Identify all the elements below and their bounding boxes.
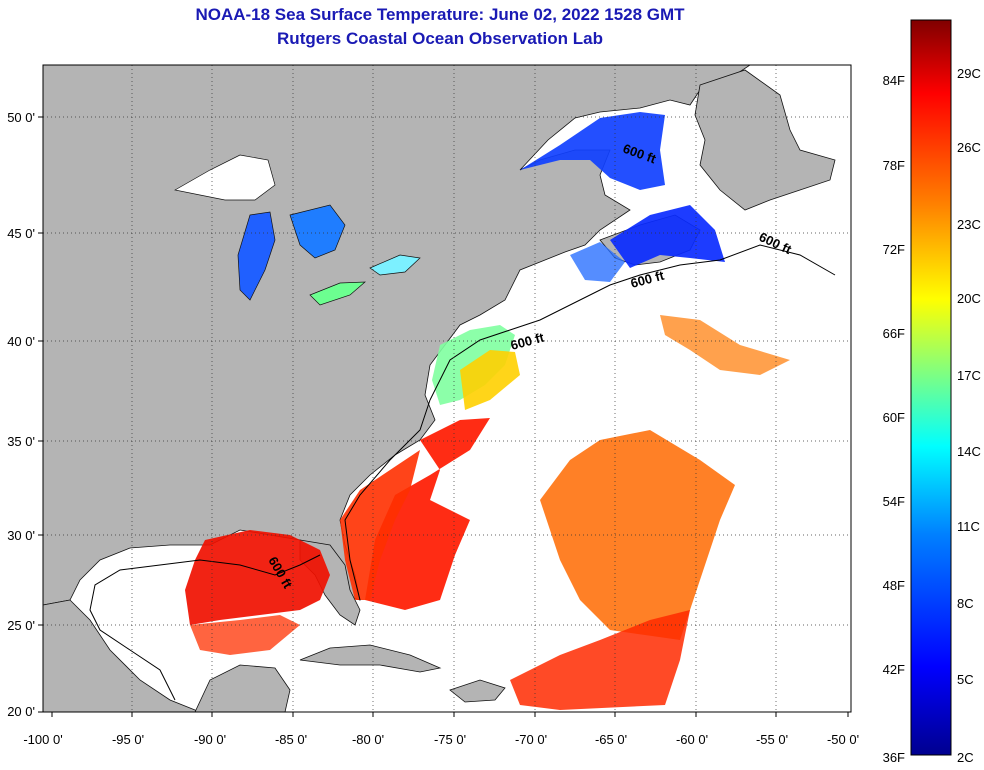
celsius-label: 2C	[957, 750, 974, 765]
lon-label: -90 0'	[194, 732, 226, 747]
fahrenheit-label: 72F	[883, 242, 905, 257]
lon-label: -100 0'	[23, 732, 62, 747]
mexico-landmass	[43, 599, 201, 712]
fahrenheit-label: 60F	[883, 410, 905, 425]
map-subtitle: Rutgers Coastal Ocean Observation Lab	[277, 29, 603, 48]
sst-gulf-st-lawrence	[520, 112, 665, 190]
sst-gulf-of-mexico-red	[185, 530, 330, 625]
lat-label: 35 0'	[7, 434, 35, 449]
celsius-label: 8C	[957, 596, 974, 611]
lake-ontario	[369, 254, 421, 276]
lat-label: 30 0'	[7, 528, 35, 543]
lon-label: -70 0'	[515, 732, 547, 747]
longitude-labels: -100 0' -95 0' -90 0' -85 0' -80 0' -75 …	[23, 732, 859, 747]
lon-label: -80 0'	[352, 732, 384, 747]
lon-label: -50 0'	[827, 732, 859, 747]
lake-michigan	[237, 211, 276, 301]
lat-label: 40 0'	[7, 334, 35, 349]
contour-600ft-gulf	[89, 554, 321, 701]
lat-label: 25 0'	[7, 618, 35, 633]
colorbar-f-labels: 84F 78F 72F 66F 60F 54F 48F 42F 36F	[883, 73, 905, 765]
yucatan-landmass	[194, 664, 291, 712]
lon-label: -85 0'	[275, 732, 307, 747]
sst-gulf-stream	[365, 418, 490, 610]
sst-cabot-strait	[610, 205, 725, 268]
colorbar-gradient	[910, 19, 952, 756]
cuba-landmass	[299, 644, 442, 673]
sst-mid-atlantic-warm	[460, 350, 520, 410]
lake-erie	[309, 281, 366, 306]
fahrenheit-label: 78F	[883, 158, 905, 173]
lake-huron	[289, 204, 346, 259]
lat-label: 50 0'	[7, 110, 35, 125]
map-title: NOAA-18 Sea Surface Temperature: June 02…	[195, 5, 685, 24]
fahrenheit-label: 66F	[883, 326, 905, 341]
celsius-label: 11C	[957, 519, 980, 534]
celsius-label: 29C	[957, 66, 981, 81]
lat-label: 45 0'	[7, 226, 35, 241]
latitude-labels: 50 0' 45 0' 40 0' 35 0' 30 0' 25 0' 20 0…	[7, 110, 35, 719]
sst-gulf-of-maine	[570, 242, 625, 282]
sst-southeast-coastal	[340, 450, 420, 600]
axis-ticks	[38, 116, 849, 717]
map-area: 600 ft 600 ft 600 ft 600 ft 600 ft	[43, 65, 851, 712]
newfoundland-landmass	[694, 69, 836, 211]
lon-label: -75 0'	[434, 732, 466, 747]
sst-sargasso-orange	[540, 430, 735, 640]
lon-label: -60 0'	[676, 732, 708, 747]
colorbar-c-labels: 29C 26C 23C 20C 17C 14C 11C 8C 5C 2C	[957, 66, 981, 765]
fahrenheit-label: 54F	[883, 494, 905, 509]
lat-label: 20 0'	[7, 704, 35, 719]
celsius-label: 20C	[957, 291, 981, 306]
fahrenheit-label: 42F	[883, 662, 905, 677]
contour-600ft-atlantic	[429, 244, 836, 401]
lon-label: -65 0'	[595, 732, 627, 747]
lon-label: -95 0'	[112, 732, 144, 747]
fahrenheit-label: 36F	[883, 750, 905, 765]
celsius-label: 26C	[957, 140, 981, 155]
hispaniola-landmass	[449, 679, 506, 703]
sst-offshore-orange-north	[660, 315, 790, 375]
graticule	[43, 65, 851, 712]
celsius-label: 5C	[957, 672, 974, 687]
fahrenheit-label: 84F	[883, 73, 905, 88]
temperature-colorbar: 84F 78F 72F 66F 60F 54F 48F 42F 36F 29C …	[883, 19, 981, 765]
sst-gulf-of-mexico-south	[190, 615, 300, 655]
contour-600ft-southeast	[344, 399, 431, 601]
lake-superior	[174, 154, 276, 201]
celsius-label: 17C	[957, 368, 981, 383]
sst-southern-atlantic	[510, 610, 690, 710]
celsius-label: 14C	[957, 444, 981, 459]
fahrenheit-label: 48F	[883, 578, 905, 593]
lon-label: -55 0'	[756, 732, 788, 747]
map-border	[42, 64, 852, 713]
celsius-label: 23C	[957, 217, 981, 232]
